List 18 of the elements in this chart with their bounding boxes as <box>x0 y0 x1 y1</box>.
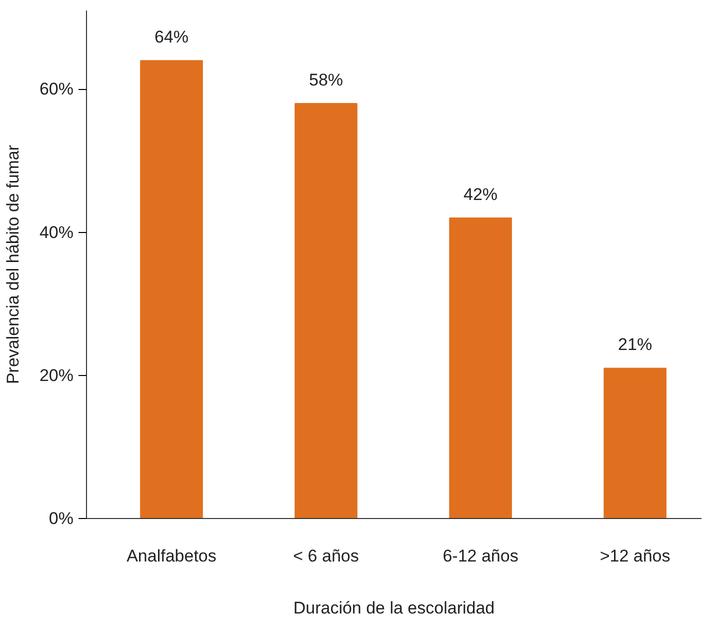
y-axis-title: Prevalencia del hábito de fumar <box>3 144 22 384</box>
y-tick-label: 40% <box>39 222 74 242</box>
x-tick-label: >12 años <box>600 546 670 566</box>
bar <box>449 217 512 518</box>
x-axis-title: Duración de la escolaridad <box>293 598 495 618</box>
y-tick-label: 0% <box>48 509 74 528</box>
data-label: 64% <box>154 28 189 47</box>
bar <box>294 103 358 518</box>
x-tick-label: 6-12 años <box>442 546 518 566</box>
y-tick-label: 20% <box>39 366 74 385</box>
data-label: 58% <box>309 70 344 90</box>
x-tick-label: < 6 años <box>293 546 359 566</box>
data-label: 21% <box>618 335 652 354</box>
y-tick-label: 60% <box>39 80 74 99</box>
data-label: 42% <box>464 184 498 204</box>
x-tick-label: Analfabetos <box>126 546 216 566</box>
bar <box>604 368 666 518</box>
bar <box>140 60 203 518</box>
